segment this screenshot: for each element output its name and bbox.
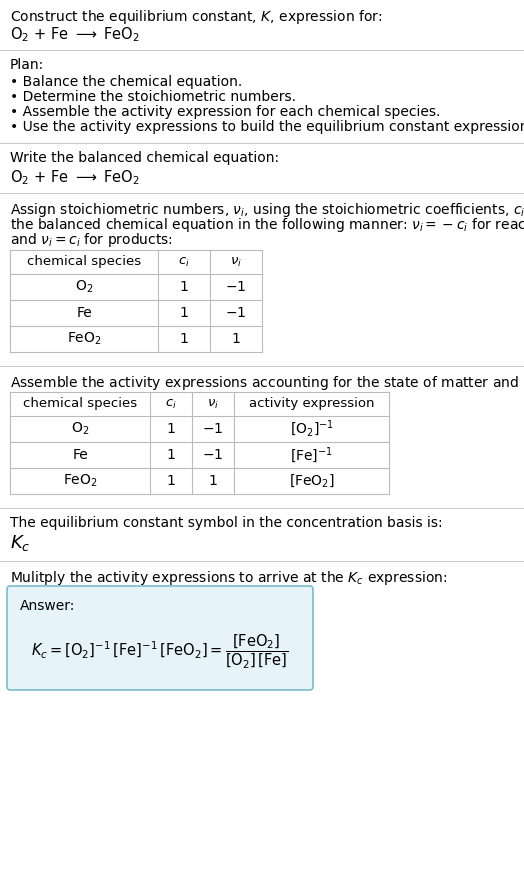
Text: $-1$: $-1$	[225, 280, 247, 294]
Text: chemical species: chemical species	[27, 255, 141, 268]
Text: $\nu_i$: $\nu_i$	[207, 397, 219, 411]
Text: $\mathrm{O_2}$: $\mathrm{O_2}$	[75, 279, 93, 295]
Text: • Use the activity expressions to build the equilibrium constant expression.: • Use the activity expressions to build …	[10, 120, 524, 134]
Text: $-1$: $-1$	[225, 306, 247, 320]
Text: $-1$: $-1$	[202, 422, 224, 436]
Text: • Balance the chemical equation.: • Balance the chemical equation.	[10, 75, 242, 89]
Text: Construct the equilibrium constant, $K$, expression for:: Construct the equilibrium constant, $K$,…	[10, 8, 383, 26]
Text: • Determine the stoichiometric numbers.: • Determine the stoichiometric numbers.	[10, 90, 296, 104]
Text: activity expression: activity expression	[249, 397, 374, 411]
Text: chemical species: chemical species	[23, 397, 137, 411]
Text: Assemble the activity expressions accounting for the state of matter and $\nu_i$: Assemble the activity expressions accoun…	[10, 374, 524, 392]
Text: $\mathrm{FeO_2}$: $\mathrm{FeO_2}$	[67, 331, 102, 348]
Text: the balanced chemical equation in the following manner: $\nu_i = -c_i$ for react: the balanced chemical equation in the fo…	[10, 216, 524, 234]
Text: Fe: Fe	[72, 448, 88, 462]
Text: $[\mathrm{O_2}]^{-1}$: $[\mathrm{O_2}]^{-1}$	[289, 419, 333, 439]
Text: Assign stoichiometric numbers, $\nu_i$, using the stoichiometric coefficients, $: Assign stoichiometric numbers, $\nu_i$, …	[10, 201, 524, 219]
Text: and $\nu_i = c_i$ for products:: and $\nu_i = c_i$ for products:	[10, 231, 173, 249]
Text: Fe: Fe	[76, 306, 92, 320]
Text: $K_c = [\mathrm{O_2}]^{-1}\,[\mathrm{Fe}]^{-1}\,[\mathrm{FeO_2}] = \dfrac{[\math: $K_c = [\mathrm{O_2}]^{-1}\,[\mathrm{Fe}…	[31, 632, 289, 670]
Text: $\mathrm{O_2}$: $\mathrm{O_2}$	[71, 420, 89, 437]
Text: 1: 1	[167, 474, 176, 488]
Text: 1: 1	[209, 474, 217, 488]
Text: 1: 1	[167, 422, 176, 436]
Text: The equilibrium constant symbol in the concentration basis is:: The equilibrium constant symbol in the c…	[10, 516, 443, 530]
Text: Mulitply the activity expressions to arrive at the $K_c$ expression:: Mulitply the activity expressions to arr…	[10, 569, 447, 587]
Text: Answer:: Answer:	[20, 599, 75, 613]
Text: $K_c$: $K_c$	[10, 533, 30, 553]
Text: • Assemble the activity expression for each chemical species.: • Assemble the activity expression for e…	[10, 105, 440, 119]
FancyBboxPatch shape	[7, 586, 313, 690]
Text: $\mathrm{FeO_2}$: $\mathrm{FeO_2}$	[62, 473, 97, 489]
Text: $c_i$: $c_i$	[178, 255, 190, 268]
Text: $\nu_i$: $\nu_i$	[230, 255, 242, 268]
Text: $\mathrm{O_2}$ + Fe $\longrightarrow$ $\mathrm{FeO_2}$: $\mathrm{O_2}$ + Fe $\longrightarrow$ $\…	[10, 25, 140, 44]
Text: Plan:: Plan:	[10, 58, 44, 72]
Text: Write the balanced chemical equation:: Write the balanced chemical equation:	[10, 151, 279, 165]
Text: 1: 1	[167, 448, 176, 462]
Text: $[\mathrm{FeO_2}]$: $[\mathrm{FeO_2}]$	[289, 473, 334, 490]
Text: $[\mathrm{Fe}]^{-1}$: $[\mathrm{Fe}]^{-1}$	[290, 445, 333, 465]
Text: 1: 1	[180, 280, 189, 294]
Text: 1: 1	[180, 306, 189, 320]
Text: 1: 1	[180, 332, 189, 346]
Text: $c_i$: $c_i$	[165, 397, 177, 411]
Text: $\mathrm{O_2}$ + Fe $\longrightarrow$ $\mathrm{FeO_2}$: $\mathrm{O_2}$ + Fe $\longrightarrow$ $\…	[10, 168, 140, 187]
Text: 1: 1	[232, 332, 241, 346]
Text: $-1$: $-1$	[202, 448, 224, 462]
